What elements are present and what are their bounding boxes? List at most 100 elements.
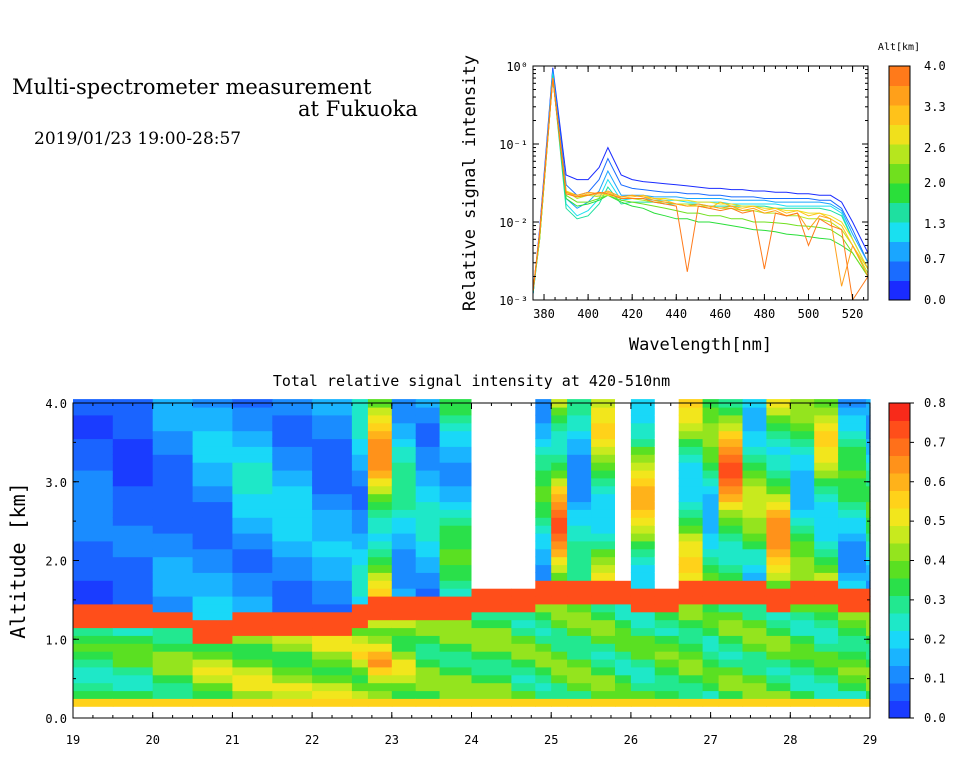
heatmap-cell	[511, 509, 536, 518]
heatmap-cell	[678, 690, 704, 699]
heatmap-cell	[272, 611, 313, 621]
heatmap-cell	[351, 501, 369, 510]
heatmap-cell	[551, 430, 568, 440]
heatmap-cell	[678, 509, 704, 518]
heatmap-cell	[814, 501, 839, 510]
heatmap-cell	[591, 414, 616, 424]
alt-colorbar-segment	[889, 222, 910, 242]
heatmap-cell	[535, 525, 552, 534]
heatmap-cell	[615, 619, 632, 629]
heatmap-cell	[439, 611, 473, 621]
heatmap-cell	[591, 690, 616, 699]
heatmap-cell	[718, 611, 744, 621]
heatmap-cell	[615, 674, 632, 684]
heatmap-cell	[415, 580, 441, 589]
heatmap-cell	[152, 485, 194, 495]
heatmap-cell	[471, 682, 512, 692]
heatmap-cell	[766, 501, 791, 510]
heatmap-cell	[471, 493, 512, 503]
heatmap-cell	[790, 564, 815, 573]
heatmap-cell	[630, 532, 656, 542]
heatmap-cell	[814, 603, 839, 613]
heatmap-x-tick-label: 28	[783, 733, 797, 747]
heatmap-cell	[415, 485, 441, 495]
heatmap-cell	[866, 532, 871, 542]
heatmap-cell	[112, 595, 154, 605]
heatmap-cell	[73, 595, 114, 605]
heatmap-cell	[630, 485, 656, 495]
heatmap-cell	[615, 493, 632, 503]
heatmap-cell	[814, 462, 839, 471]
heatmap-cell	[192, 517, 233, 526]
heatmap-cell	[615, 651, 632, 660]
heatmap-cell	[866, 564, 871, 573]
heatmap-cell	[766, 690, 791, 699]
heatmap-cell	[742, 595, 767, 605]
heatmap-cell	[232, 422, 273, 432]
heatmap-cell	[567, 572, 592, 581]
heatmap-cell	[654, 698, 680, 707]
heatmap-cell	[73, 666, 114, 676]
alt-colorbar-segment	[889, 124, 910, 145]
heatmap-cell	[766, 454, 791, 463]
heatmap-cell	[439, 682, 473, 692]
heatmap-cell	[415, 572, 441, 581]
heatmap-cell	[391, 564, 417, 573]
heatmap-cell	[471, 603, 512, 613]
heatmap-cell	[192, 564, 233, 573]
heatmap-cell	[591, 525, 616, 534]
heatmap-cell	[312, 540, 353, 550]
heatmap-cell	[112, 422, 154, 432]
heatmap-cell	[152, 611, 194, 621]
heatmap-cell	[814, 477, 839, 487]
heatmap-cell	[702, 532, 720, 542]
heatmap-cell	[272, 682, 313, 692]
heatmap-cell	[742, 462, 767, 471]
heatmap-cell	[439, 446, 473, 455]
heatmap-cell	[866, 588, 871, 597]
heatmap-cell	[615, 595, 632, 605]
heatmap-cell	[511, 517, 536, 526]
heatmap-cell	[866, 611, 871, 621]
heatmap-cell	[152, 580, 194, 589]
heatmap-cell	[73, 658, 114, 668]
heatmap-cell	[702, 477, 720, 487]
heatmap-cell	[312, 485, 353, 495]
heatmap-cell	[391, 627, 417, 636]
heatmap-cell	[351, 651, 369, 660]
heatmap-cell	[511, 493, 536, 503]
heatmap-x-tick-label: 26	[624, 733, 638, 747]
heatmap-cell	[112, 666, 154, 676]
heatmap-cell	[192, 643, 233, 652]
heatmap-cell	[192, 619, 233, 629]
heatmap-cell	[152, 651, 194, 660]
heatmap-cell	[718, 651, 744, 660]
heatmap-cell	[351, 485, 369, 495]
heatmap-cell	[152, 493, 194, 503]
heatmap-cell	[439, 501, 473, 510]
heatmap-cell	[439, 674, 473, 684]
heatmap-cell	[415, 627, 441, 636]
heatmap-cell	[511, 572, 536, 581]
heatmap-cell	[766, 611, 791, 621]
heatmap-cell	[367, 674, 393, 684]
heatmap-cell	[312, 619, 353, 629]
heatmap-cell	[742, 517, 767, 526]
heatmap-cell	[535, 690, 552, 699]
heatmap-cell	[471, 651, 512, 660]
heatmap-cell	[232, 627, 273, 636]
intensity-colorbar-tick-label: 0.1	[924, 672, 946, 686]
heatmap-cell	[567, 517, 592, 526]
heatmap-cell	[866, 485, 871, 495]
heatmap-cell	[766, 698, 791, 707]
heatmap-cell	[312, 501, 353, 510]
heatmap-cell	[415, 462, 441, 471]
heatmap-cell	[567, 666, 592, 676]
heatmap-cell	[790, 658, 815, 668]
heatmap-cell	[73, 611, 114, 621]
heatmap-cell	[192, 469, 233, 479]
heatmap-cell	[742, 682, 767, 692]
heatmap-cell	[73, 619, 114, 629]
heatmap-cell	[591, 627, 616, 636]
heatmap-cell	[678, 635, 704, 644]
